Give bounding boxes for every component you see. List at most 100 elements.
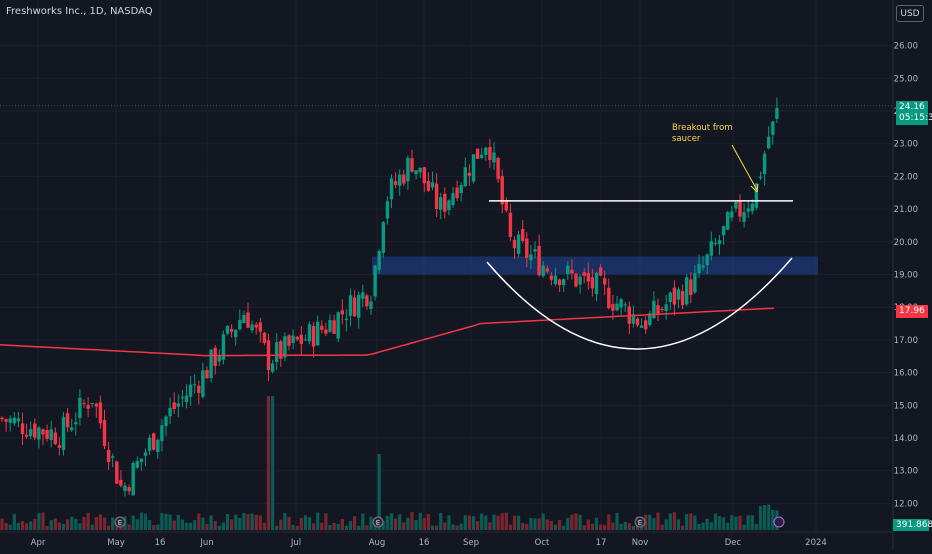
candle-body bbox=[430, 182, 435, 188]
volume-bar bbox=[139, 512, 143, 530]
volume-bar bbox=[238, 517, 242, 530]
volume-bar bbox=[418, 512, 422, 530]
candle-body bbox=[246, 312, 250, 328]
candle-body bbox=[106, 449, 111, 462]
price-tick-label: 14.00 bbox=[894, 434, 918, 444]
candle-body bbox=[152, 433, 156, 450]
candle-body bbox=[217, 356, 221, 362]
candle-body bbox=[205, 370, 209, 379]
candle-body bbox=[299, 334, 303, 345]
volume-bar bbox=[599, 524, 603, 530]
candle-body bbox=[78, 397, 82, 418]
candle-body bbox=[619, 299, 623, 308]
volume-bar bbox=[20, 521, 25, 530]
volume-bar bbox=[316, 512, 320, 530]
candle-body bbox=[635, 318, 640, 326]
time-tick-label: Sep bbox=[463, 538, 479, 548]
volume-bar bbox=[730, 515, 734, 530]
candle-body bbox=[221, 334, 226, 360]
candle-body bbox=[82, 403, 86, 405]
candle-body bbox=[459, 184, 463, 193]
volume-bar bbox=[517, 515, 521, 530]
volume-bar bbox=[193, 520, 197, 530]
volume-bar bbox=[422, 517, 426, 530]
candle-body bbox=[734, 201, 738, 209]
candle-body bbox=[738, 200, 742, 217]
candle-body bbox=[717, 240, 722, 245]
candle-body bbox=[242, 314, 246, 324]
earnings-icon bbox=[372, 516, 384, 528]
volume-bar bbox=[590, 523, 594, 530]
volume-bar bbox=[488, 522, 492, 530]
volume-bar bbox=[365, 525, 369, 530]
volume-bar bbox=[4, 522, 8, 530]
candle-body bbox=[369, 301, 373, 309]
volume-bar bbox=[303, 515, 307, 530]
volume-bar bbox=[541, 513, 545, 530]
volume-bar bbox=[90, 524, 94, 530]
candle-body bbox=[4, 419, 8, 422]
candle-body bbox=[455, 187, 459, 199]
candle-body bbox=[762, 153, 767, 175]
volume-bar bbox=[86, 512, 90, 530]
volume-bar bbox=[771, 509, 775, 530]
candle-body bbox=[549, 275, 554, 280]
volume-bar bbox=[332, 522, 336, 530]
volume-bar bbox=[713, 513, 717, 530]
price-tick-label: 12.00 bbox=[894, 499, 918, 509]
candle-body bbox=[488, 146, 492, 161]
candle-body bbox=[193, 384, 197, 386]
last-price-tag: 24.16 05:15:39 bbox=[896, 101, 932, 125]
candle-body bbox=[270, 363, 275, 372]
volume-bar bbox=[615, 512, 619, 530]
annotation-line1: Breakout from bbox=[672, 123, 733, 133]
volume-bar bbox=[242, 512, 246, 530]
candle-body bbox=[525, 238, 529, 258]
volume-bar bbox=[394, 518, 398, 530]
candle-body bbox=[176, 403, 180, 407]
candle-body bbox=[197, 385, 201, 393]
currency-selector[interactable]: USD bbox=[896, 5, 924, 22]
candle-body bbox=[160, 425, 164, 442]
candle-body bbox=[20, 423, 25, 435]
symbol-title[interactable]: Freshworks Inc., 1D, NASDAQ bbox=[6, 6, 153, 17]
volume-bar bbox=[262, 522, 266, 530]
volume-bar bbox=[127, 524, 131, 530]
volume-bar bbox=[353, 516, 357, 530]
volume-bar bbox=[496, 515, 500, 530]
volume-bar bbox=[439, 512, 443, 530]
candle-body bbox=[250, 324, 254, 331]
volume-bar bbox=[33, 518, 37, 530]
volume-bar bbox=[66, 519, 70, 530]
bar-countdown: 05:15:39 bbox=[899, 113, 932, 123]
volume-bar bbox=[537, 518, 541, 530]
candle-body bbox=[521, 228, 525, 241]
candle-body bbox=[373, 265, 377, 297]
candle-body bbox=[344, 318, 349, 321]
candle-body bbox=[184, 395, 189, 402]
volume-bar bbox=[197, 513, 201, 530]
candle-body bbox=[656, 305, 660, 314]
candle-body bbox=[693, 273, 697, 293]
volume-bar bbox=[689, 513, 693, 530]
volume-bar bbox=[336, 523, 340, 530]
volume-bar bbox=[627, 523, 631, 530]
candle-body bbox=[541, 265, 545, 276]
candle-body bbox=[348, 295, 353, 316]
volume-bar bbox=[476, 521, 480, 530]
candle-body bbox=[275, 342, 279, 363]
volume-bar bbox=[451, 524, 455, 530]
time-axis-labels: Apr May 16 Jun Jul Aug 16 Sep Oct 17 Nov Dec 2024 bbox=[31, 538, 827, 548]
volume-bar bbox=[291, 524, 295, 530]
volume-bar bbox=[484, 515, 488, 530]
volume-bar bbox=[734, 516, 738, 530]
volume-bar bbox=[189, 522, 193, 530]
candle-body bbox=[279, 341, 283, 359]
volume-bar bbox=[307, 517, 312, 530]
candle-body bbox=[746, 208, 750, 212]
candle-body bbox=[86, 404, 90, 409]
volume-bar bbox=[25, 523, 29, 530]
volume-bar bbox=[12, 513, 16, 530]
